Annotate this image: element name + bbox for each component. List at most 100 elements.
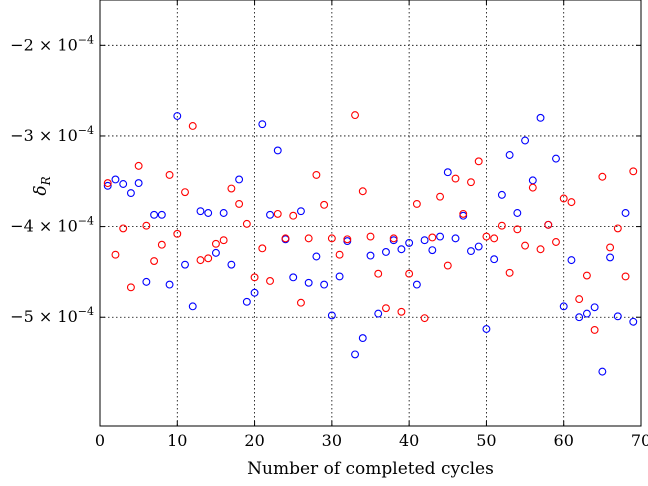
- data-point-series-1: [505, 151, 514, 159]
- data-point-series-2: [335, 250, 344, 259]
- data-point-series-2: [343, 235, 352, 244]
- data-point-series-1: [327, 311, 336, 320]
- data-point-series-1: [289, 273, 298, 282]
- x-tick-label: 70: [631, 431, 648, 450]
- data-point-series-2: [590, 325, 599, 334]
- x-tick-labels: 0 10 20 30 40 50 60 70: [95, 431, 648, 450]
- data-point-series-2: [528, 183, 537, 192]
- data-point-series-2: [320, 200, 329, 209]
- data-point-series-1: [521, 136, 530, 145]
- data-points: [103, 111, 638, 376]
- x-tick-label: 40: [399, 431, 419, 450]
- data-point-series-1: [266, 210, 274, 219]
- data-point-series-2: [420, 314, 429, 323]
- data-point-series-2: [266, 277, 274, 285]
- data-point-series-1: [513, 209, 522, 217]
- axis-ticks: [99, 0, 642, 426]
- data-point-series-2: [351, 111, 359, 120]
- data-point-series-1: [482, 325, 491, 333]
- data-point-series-1: [335, 272, 344, 281]
- data-point-series-1: [126, 189, 135, 198]
- data-point-series-1: [382, 248, 390, 256]
- data-point-series-1: [443, 168, 452, 177]
- data-point-series-2: [397, 307, 406, 316]
- data-point-series-1: [428, 246, 437, 255]
- data-point-series-2: [606, 243, 615, 252]
- data-point-series-1: [397, 245, 406, 254]
- data-point-series-2: [366, 232, 375, 241]
- data-point-series-1: [173, 112, 182, 120]
- data-point-series-2: [165, 170, 174, 179]
- data-point-series-1: [134, 179, 143, 188]
- data-point-series-2: [134, 161, 143, 170]
- data-point-series-2: [227, 184, 236, 193]
- data-point-series-1: [575, 313, 584, 322]
- data-point-series-2: [513, 225, 522, 234]
- data-point-series-2: [482, 232, 491, 241]
- data-point-series-1: [467, 247, 475, 256]
- data-point-series-2: [382, 304, 390, 313]
- data-point-series-1: [474, 242, 483, 251]
- data-point-series-2: [505, 268, 514, 277]
- data-point-series-2: [521, 241, 530, 250]
- data-point-series-2: [544, 220, 553, 229]
- data-point-series-2: [567, 198, 576, 207]
- data-point-series-2: [150, 257, 159, 265]
- data-point-series-1: [250, 288, 259, 297]
- data-point-series-2: [559, 194, 568, 203]
- x-tick-label: 30: [322, 431, 342, 450]
- data-point-series-1: [312, 252, 321, 261]
- data-point-series-1: [358, 334, 367, 343]
- y-tick-label: −2 × 10−4: [10, 33, 94, 54]
- y-tick-labels: −2 × 10−4 −3 × 10−4 −4 × 10−4 −5 × 10−4: [10, 33, 94, 326]
- data-point-series-2: [142, 221, 151, 230]
- data-point-series-1: [320, 280, 329, 289]
- data-point-series-1: [590, 303, 599, 312]
- data-point-series-1: [296, 207, 305, 216]
- data-point-series-2: [389, 234, 398, 243]
- data-point-series-2: [219, 236, 228, 245]
- data-point-series-2: [575, 295, 584, 304]
- data-point-series-1: [273, 146, 282, 155]
- data-point-series-1: [613, 312, 622, 321]
- data-point-series-1: [606, 253, 615, 262]
- y-tick-label: −3 × 10−4: [10, 124, 94, 145]
- data-point-series-1: [119, 180, 128, 188]
- data-point-series-2: [629, 167, 638, 176]
- data-point-series-2: [358, 187, 367, 196]
- data-point-series-1: [528, 176, 537, 185]
- data-point-series-2: [281, 234, 290, 243]
- data-point-series-1: [111, 175, 120, 184]
- data-point-series-1: [196, 207, 205, 216]
- x-tick-label: 0: [95, 431, 105, 450]
- y-tick-label: −4 × 10−4: [10, 215, 94, 236]
- data-point-series-1: [436, 232, 445, 241]
- data-point-series-1: [490, 255, 499, 264]
- data-point-series-1: [552, 154, 560, 163]
- data-point-series-2: [552, 238, 560, 246]
- data-point-series-1: [629, 317, 638, 326]
- data-point-series-2: [289, 211, 298, 220]
- grid-lines: [100, 0, 641, 426]
- y-tick-label: −5 × 10−4: [10, 305, 94, 326]
- data-point-series-1: [374, 309, 383, 318]
- data-point-series-2: [412, 199, 421, 208]
- data-point-series-1: [181, 260, 189, 269]
- data-point-series-2: [536, 245, 545, 254]
- data-point-series-1: [227, 260, 236, 269]
- data-point-series-2: [242, 219, 251, 228]
- data-point-series-1: [150, 210, 159, 219]
- data-point-series-1: [103, 181, 112, 190]
- data-point-series-1: [304, 278, 313, 287]
- data-point-series-2: [211, 239, 220, 248]
- data-point-series-2: [181, 188, 189, 197]
- data-point-series-1: [559, 302, 568, 311]
- data-point-series-2: [582, 271, 591, 280]
- data-point-series-2: [173, 229, 182, 238]
- data-point-series-2: [327, 234, 336, 243]
- data-point-series-2: [157, 240, 166, 249]
- data-point-series-1: [211, 248, 220, 257]
- data-point-series-1: [351, 350, 359, 359]
- data-point-series-2: [103, 179, 112, 188]
- data-point-series-2: [188, 122, 197, 130]
